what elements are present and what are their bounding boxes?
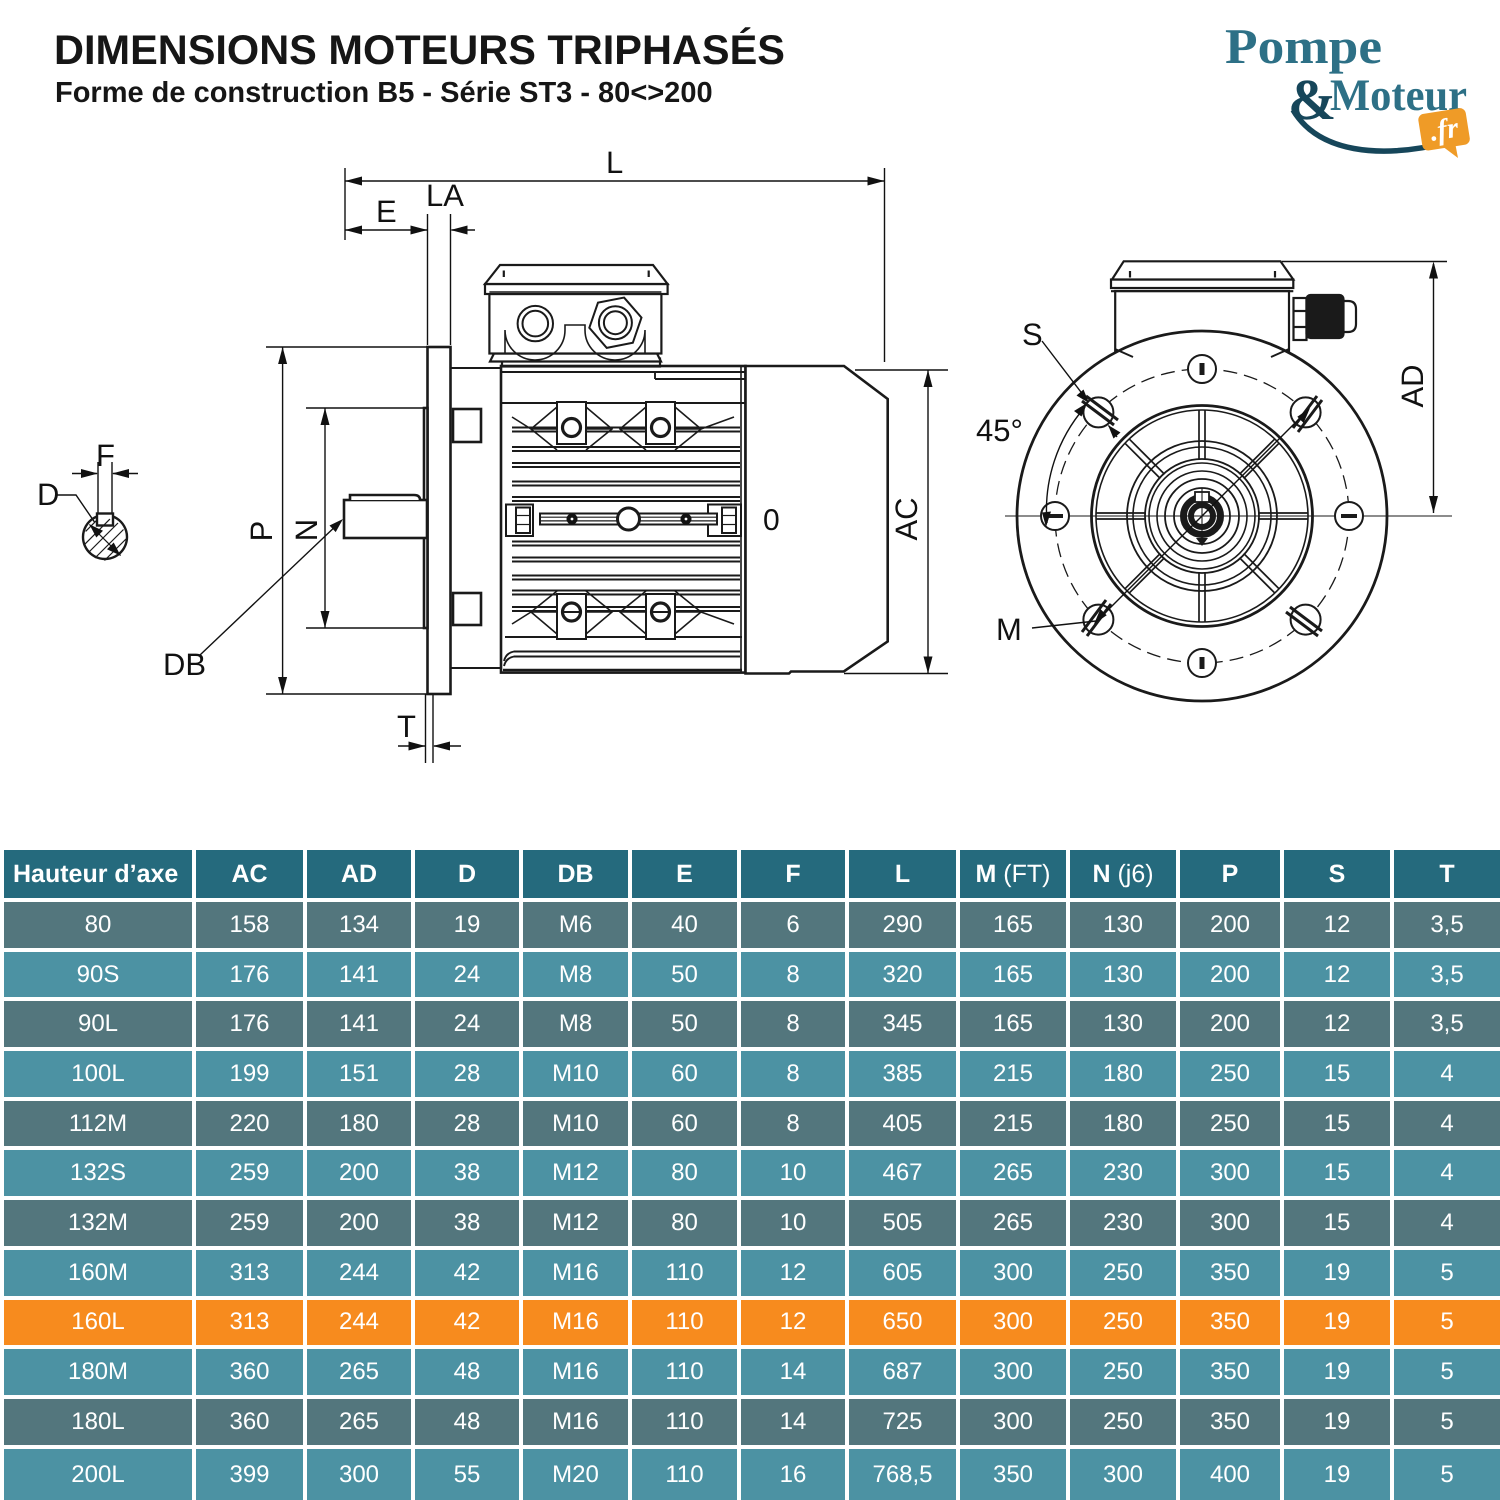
svg-text:DB: DB (163, 647, 206, 682)
svg-text:M: M (996, 612, 1022, 647)
svg-text:T: T (397, 709, 416, 744)
svg-text:.fr: .fr (1428, 112, 1462, 148)
svg-text:&: & (1288, 67, 1336, 132)
svg-text:AD: AD (1395, 364, 1430, 407)
svg-text:P: P (244, 521, 279, 542)
svg-text:0: 0 (763, 504, 780, 537)
svg-text:D: D (37, 477, 59, 512)
svg-text:E: E (376, 194, 397, 229)
svg-text:F: F (96, 438, 115, 473)
svg-text:N: N (289, 519, 324, 541)
svg-text:45°: 45° (976, 413, 1023, 448)
svg-text:AC: AC (889, 497, 924, 540)
svg-text:L: L (606, 145, 623, 180)
svg-text:S: S (1022, 317, 1043, 352)
svg-text:LA: LA (426, 178, 464, 213)
svg-text:Pompe: Pompe (1225, 18, 1382, 74)
